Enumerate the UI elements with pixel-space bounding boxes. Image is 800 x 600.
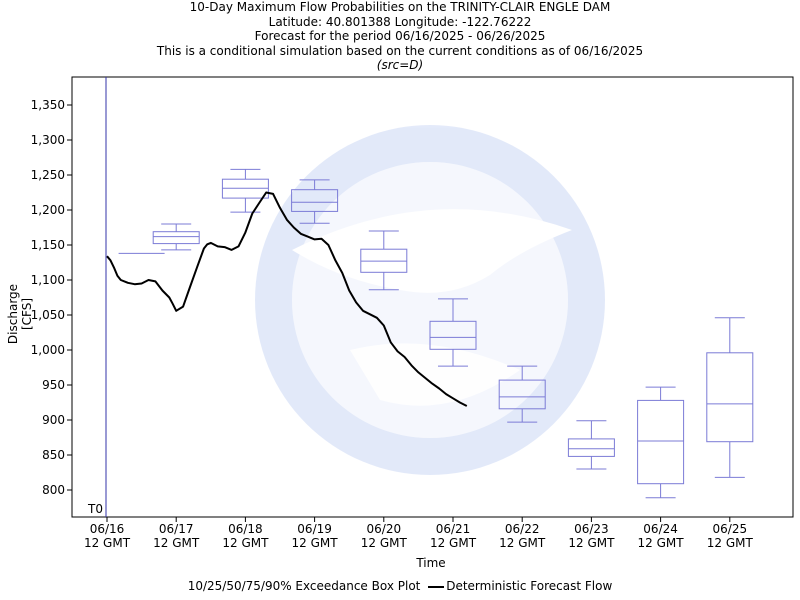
box-plot-1 (152, 223, 200, 251)
box-plot-series (118, 168, 754, 499)
legend-line-label: Deterministic Forecast Flow (446, 579, 613, 593)
box-iqr (429, 320, 477, 350)
legend-line-swatch (428, 585, 445, 588)
plot-border (71, 76, 794, 518)
box-plot-3 (291, 179, 339, 224)
chart-subtitle-note: This is a conditional simulation based o… (156, 43, 644, 58)
box-plot-5 (429, 298, 477, 367)
x-tick-label: 12 GMT (361, 536, 408, 550)
x-tick-label: 06/25 (713, 522, 748, 536)
x-tick-label: 12 GMT (499, 536, 546, 550)
y-tick-label: 1,150 (31, 238, 65, 252)
x-tick-label: 12 GMT (153, 536, 200, 550)
x-axis-label: Time (416, 556, 446, 570)
y-tick-label: 800 (42, 483, 65, 497)
box-iqr (637, 399, 685, 485)
y-tick-label: 1,350 (31, 98, 65, 112)
y-tick-label: 1,000 (31, 343, 65, 357)
y-axis-label: Discharge [CFS] (6, 283, 34, 345)
box-plot-7 (567, 420, 615, 470)
chart-title: 10-Day Maximum Flow Probabilities on the… (189, 0, 611, 14)
y-tick-label: 1,300 (31, 133, 65, 147)
x-tick-label: 06/19 (297, 522, 332, 536)
y-tick-label: 1,250 (31, 168, 65, 182)
chart-title-block: 10-Day Maximum Flow Probabilities on the… (0, 0, 800, 73)
x-tick-label: 06/17 (159, 522, 194, 536)
x-tick-label: 06/22 (505, 522, 540, 536)
box-iqr (152, 231, 200, 245)
chart-source-note: (src=D) (376, 58, 424, 72)
y-tick-label: 900 (42, 413, 65, 427)
t0-marker: T0 (87, 77, 107, 517)
x-tick-label: 12 GMT (707, 536, 754, 550)
deterministic-flow-series (106, 191, 468, 407)
x-tick-label: 12 GMT (430, 536, 477, 550)
x-tick-label: 06/23 (574, 522, 609, 536)
x-tick-label: 06/16 (90, 522, 125, 536)
x-tick-label: 06/24 (643, 522, 678, 536)
legend-box-plot-label: 10/25/50/75/90% Exceedance Box Plot (187, 579, 421, 593)
box-iqr (291, 189, 339, 212)
legend: 10/25/50/75/90% Exceedance Box Plot Dete… (0, 579, 800, 593)
box-plot-2 (221, 168, 269, 213)
y-tick-label: 1,050 (31, 308, 65, 322)
chart-subtitle-period: Forecast for the period 06/16/2025 - 06/… (254, 29, 546, 43)
y-tick-label: 1,200 (31, 203, 65, 217)
chart-subtitle-location: Latitude: 40.801388 Longitude: -122.7622… (268, 14, 532, 29)
x-tick-label: 06/20 (367, 522, 402, 536)
y-axis-ticks: 800 850 900 950 1,000 1,050 1,100 1,150 1,200 1,2… (31, 98, 72, 497)
x-tick-label: 12 GMT (568, 536, 615, 550)
x-tick-label: 12 GMT (84, 536, 131, 550)
x-tick-label: 12 GMT (292, 536, 339, 550)
noaa-watermark-logo (255, 125, 605, 475)
box-iqr (706, 352, 754, 443)
deterministic-flow-line (106, 191, 468, 407)
box-plot-4 (360, 230, 408, 291)
box-iqr (498, 379, 546, 410)
box-plot-9 (706, 317, 754, 478)
plot-frame (71, 76, 794, 518)
box-plot-8 (637, 386, 685, 499)
x-tick-label: 12 GMT (222, 536, 269, 550)
t0-label: T0 (87, 502, 103, 516)
y-tick-label: 850 (42, 448, 65, 462)
box-plot-6 (498, 365, 546, 423)
y-tick-label: 1,100 (31, 273, 65, 287)
x-tick-label: 06/18 (228, 522, 263, 536)
x-tick-label: 12 GMT (638, 536, 685, 550)
x-tick-label: 06/21 (436, 522, 471, 536)
y-tick-label: 950 (42, 378, 65, 392)
box-iqr (567, 438, 615, 457)
